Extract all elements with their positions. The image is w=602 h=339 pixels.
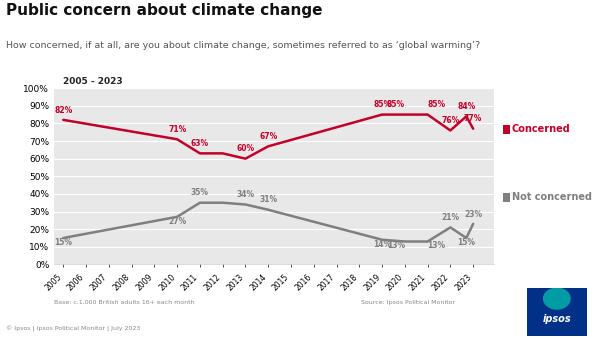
Text: 15%: 15% — [458, 238, 476, 247]
Text: How concerned, if at all, are you about climate change, sometimes referred to as: How concerned, if at all, are you about … — [6, 41, 480, 50]
Text: 34%: 34% — [237, 190, 255, 199]
Text: 13%: 13% — [427, 241, 445, 250]
Text: 60%: 60% — [237, 144, 255, 153]
Text: 35%: 35% — [191, 188, 209, 197]
Text: 2005 - 2023: 2005 - 2023 — [63, 77, 123, 86]
Text: © Ipsos | Ipsos Political Monitor | July 2023: © Ipsos | Ipsos Political Monitor | July… — [6, 325, 140, 332]
Text: 85%: 85% — [427, 100, 445, 109]
Text: ipsos: ipsos — [542, 314, 571, 324]
Text: 82%: 82% — [54, 105, 72, 115]
Text: Base: c.1,000 British adults 16+ each month: Base: c.1,000 British adults 16+ each mo… — [54, 300, 195, 305]
Text: 77%: 77% — [464, 114, 482, 123]
Text: 71%: 71% — [168, 125, 186, 134]
Text: 63%: 63% — [191, 139, 209, 148]
Text: Not concerned: Not concerned — [512, 192, 592, 202]
Text: 27%: 27% — [168, 217, 186, 226]
Text: 15%: 15% — [54, 238, 72, 247]
Text: 21%: 21% — [441, 213, 459, 222]
Text: 31%: 31% — [259, 196, 278, 204]
Text: 84%: 84% — [457, 102, 476, 111]
Text: 85%: 85% — [373, 100, 391, 109]
Text: 14%: 14% — [373, 240, 391, 248]
Text: 67%: 67% — [259, 132, 278, 141]
Text: 76%: 76% — [441, 116, 459, 125]
Text: 13%: 13% — [386, 241, 405, 250]
Text: Concerned: Concerned — [512, 124, 571, 134]
Text: 85%: 85% — [386, 100, 405, 109]
Circle shape — [544, 288, 570, 309]
Text: Public concern about climate change: Public concern about climate change — [6, 3, 323, 18]
Text: 23%: 23% — [464, 210, 482, 219]
Text: Source: Ipsos Political Monitor: Source: Ipsos Political Monitor — [361, 300, 455, 305]
